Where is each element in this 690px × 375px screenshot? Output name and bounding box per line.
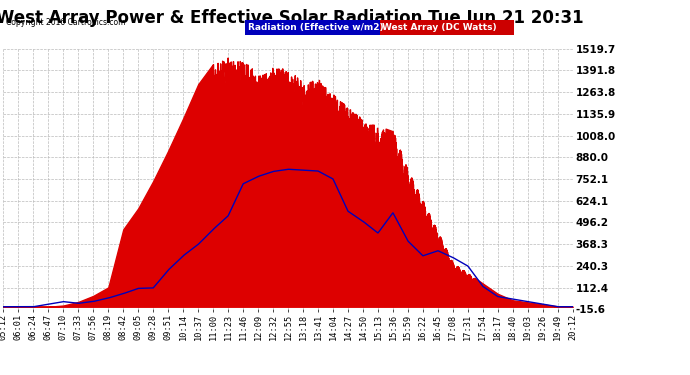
Text: West Array Power & Effective Solar Radiation Tue Jun 21 20:31: West Array Power & Effective Solar Radia… bbox=[0, 9, 584, 27]
Text: Copyright 2016 Cartronics.com: Copyright 2016 Cartronics.com bbox=[6, 18, 125, 27]
Text: Radiation (Effective w/m2): Radiation (Effective w/m2) bbox=[248, 23, 384, 32]
Text: West Array (DC Watts): West Array (DC Watts) bbox=[382, 23, 497, 32]
